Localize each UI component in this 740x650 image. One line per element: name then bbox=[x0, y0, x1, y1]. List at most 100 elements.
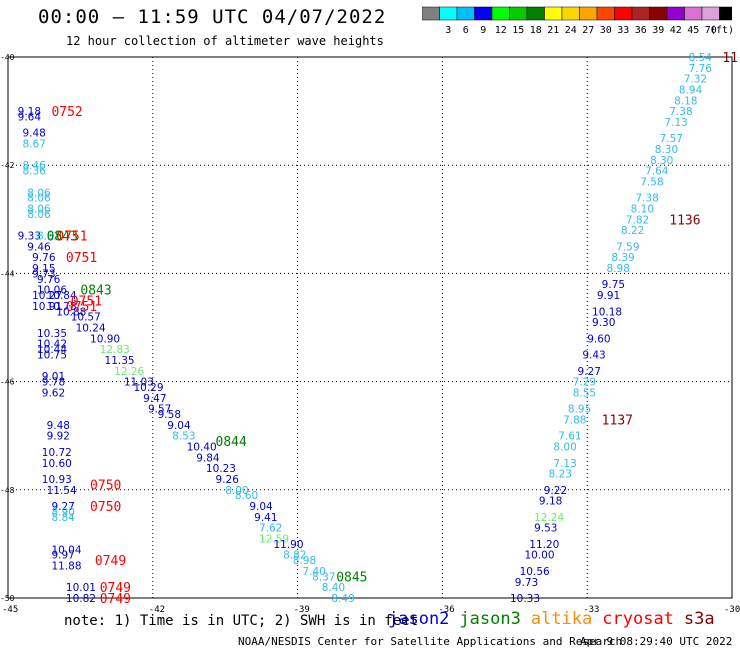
plot-frame bbox=[7, 56, 733, 599]
pass-time-label: 0751 bbox=[66, 300, 97, 315]
chart-subtitle: 12 hour collection of altimeter wave hei… bbox=[66, 34, 384, 48]
wave-height-point: 8.18 bbox=[674, 95, 697, 107]
wave-height-point: 7.38 bbox=[669, 106, 692, 118]
wave-height-point: 10.44 bbox=[37, 344, 67, 356]
wave-height-point: 10.56 bbox=[520, 566, 550, 578]
wave-height-point: 10.00 bbox=[524, 550, 554, 562]
wave-height-point: 10.23 bbox=[206, 463, 236, 475]
pass-time-label: 1137 bbox=[602, 413, 633, 428]
wave-height-point: 9.46 bbox=[27, 241, 51, 253]
colorbar-tick-label: 70 bbox=[705, 25, 717, 36]
wave-height-point: 8.37 bbox=[312, 571, 335, 583]
wave-height-point: 9.58 bbox=[158, 409, 181, 421]
pass-time-label: 0752 bbox=[51, 105, 82, 120]
colorbar-unit: (ft) bbox=[710, 25, 732, 36]
y-tick-label: -40 bbox=[0, 53, 15, 62]
legend-item-s3a: s3a bbox=[683, 609, 715, 629]
legend-item-cryosat: cryosat bbox=[602, 609, 674, 629]
wave-height-point: 8.00 bbox=[225, 485, 248, 497]
wave-height-point: 11.54 bbox=[47, 485, 77, 497]
y-tick-label: -50 bbox=[0, 594, 15, 603]
wave-height-point: 9.26 bbox=[216, 474, 240, 486]
wave-height-point: 12.59 bbox=[259, 533, 289, 545]
wave-height-point: 9.30 bbox=[592, 317, 615, 329]
wave-height-point: 9.22 bbox=[544, 485, 567, 497]
wave-height-point: 8.06 bbox=[27, 209, 51, 221]
wave-height-point: 9.62 bbox=[42, 387, 65, 399]
wave-height-point: 12.26 bbox=[114, 366, 144, 378]
wave-height-point: 9.92 bbox=[47, 431, 70, 443]
colorbar: 3 6 9 12 15 18 21 24 27 30 33 36 39 42 45 70(ft) bbox=[422, 6, 732, 36]
colorbar-tick-label: 36 bbox=[635, 25, 647, 36]
wave-height-point: 10.91 bbox=[32, 301, 62, 313]
wave-height-point: 10.93 bbox=[42, 474, 72, 486]
wave-height-point: 7.64 bbox=[645, 166, 669, 178]
wave-height-point: 8.67 bbox=[22, 139, 45, 151]
pass-time-label: 11 bbox=[722, 51, 738, 66]
wave-height-point: 8.23 bbox=[549, 469, 572, 481]
wave-height-point: 9.18 bbox=[539, 496, 562, 508]
wave-height-point: 7.62 bbox=[259, 523, 282, 535]
wave-height-point: 8.54 bbox=[689, 52, 713, 64]
wave-height-point: 9.64 bbox=[18, 112, 42, 124]
credit-text: NOAA/NESDIS Center for Satellite Applica… bbox=[238, 635, 623, 648]
wave-height-point: 10.90 bbox=[90, 333, 120, 345]
wave-height-point: 8.06 bbox=[27, 187, 51, 199]
wave-height-point: 10.88 bbox=[56, 306, 86, 318]
wave-height-point: 8.40 bbox=[322, 582, 345, 594]
chart-title: 00:00 – 11:59 UTC 04/07/2022 bbox=[38, 6, 387, 28]
wave-height-point: 8.98 bbox=[607, 263, 630, 275]
timestamp: Apr 9 08:29:40 UTC 2022 bbox=[580, 635, 733, 648]
colorbar-tick-label: 21 bbox=[547, 25, 559, 36]
pass-time-label: 0843 bbox=[47, 230, 78, 245]
wave-height-point: 10.75 bbox=[37, 350, 67, 362]
legend-item-jason3: jason3 bbox=[459, 609, 521, 629]
wave-height-point: 10.57 bbox=[71, 312, 101, 324]
wave-height-point: 7.32 bbox=[684, 74, 707, 86]
wave-height-point: 7.59 bbox=[616, 241, 639, 253]
wave-height-point: 9.27 bbox=[578, 366, 601, 378]
colorbar-tick-label: 9 bbox=[480, 25, 486, 36]
wave-height-point: 10.40 bbox=[187, 442, 217, 454]
colorbar-tick-label: 24 bbox=[565, 25, 577, 36]
wave-height-point: 9.57 bbox=[148, 404, 171, 416]
wave-height-point: 12.24 bbox=[534, 512, 564, 524]
wave-height-point: 7.38 bbox=[635, 193, 658, 205]
wave-height-point: 12.83 bbox=[100, 344, 130, 356]
wave-height-point: 10.06 bbox=[37, 285, 67, 297]
y-tick-label: -42 bbox=[0, 161, 15, 170]
wave-height-point: 9.01 bbox=[42, 371, 65, 383]
wave-height-point: 8.30 bbox=[650, 155, 673, 167]
colorbar-tick-label: 12 bbox=[495, 25, 507, 36]
pass-time-label: 0751 bbox=[56, 230, 87, 245]
legend-item-altika: altika bbox=[530, 609, 593, 629]
pass-time-label: 0749 bbox=[100, 581, 131, 596]
wave-height-point: 9.84 bbox=[196, 452, 220, 464]
wave-height-point: 9.33 bbox=[18, 231, 41, 243]
wave-height-point: 9.04 bbox=[167, 420, 191, 432]
wave-height-point: 10.72 bbox=[42, 447, 72, 459]
wave-height-point: 8.49 bbox=[331, 593, 354, 605]
wave-height-point: 9.47 bbox=[143, 393, 166, 405]
wave-height-point: 8.22 bbox=[621, 225, 644, 237]
pass-time-label: 0844 bbox=[216, 435, 247, 450]
wave-height-point: 8.95 bbox=[568, 404, 591, 416]
wave-height-point: 8.82 bbox=[283, 550, 306, 562]
wave-height-point: 7.58 bbox=[640, 176, 663, 188]
wave-height-point: 8.98 bbox=[293, 555, 316, 567]
wave-height-point: 9.27 bbox=[51, 501, 74, 513]
wave-height-point: 9.48 bbox=[47, 420, 70, 432]
wave-height-point: 10.29 bbox=[133, 382, 163, 394]
pass-time-label: 0749 bbox=[95, 554, 126, 569]
wave-height-point: 9.53 bbox=[534, 523, 557, 535]
wave-height-point: 10.35 bbox=[37, 328, 67, 340]
colorbar-tick-label: 18 bbox=[530, 25, 542, 36]
pass-time-label: 0750 bbox=[90, 478, 121, 493]
wave-height-point: 7.76 bbox=[689, 63, 713, 75]
colorbar-tick-label: 27 bbox=[582, 25, 594, 36]
wave-height-point: 8.10 bbox=[631, 203, 654, 215]
wave-height-point: 8.60 bbox=[235, 490, 258, 502]
wave-height-point: 9.04 bbox=[249, 501, 273, 513]
pass-time-label: 1136 bbox=[669, 213, 700, 228]
